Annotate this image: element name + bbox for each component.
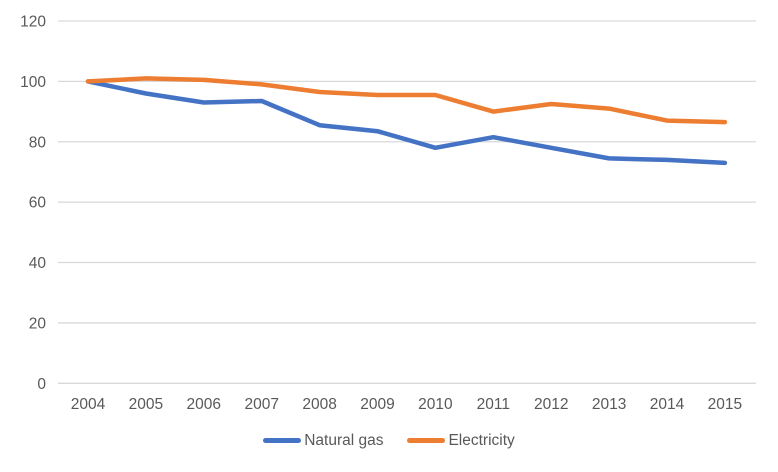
y-axis-tick-label: 40: [29, 255, 47, 272]
y-axis-tick-label: 0: [37, 376, 46, 393]
y-axis-tick-label: 60: [29, 195, 47, 212]
x-axis-tick-label: 2008: [302, 396, 336, 413]
x-axis-tick-label: 2014: [650, 396, 685, 413]
y-axis-tick-label: 80: [29, 134, 47, 151]
legend-label-electricity: Electricity: [448, 432, 515, 449]
legend-label-natural-gas: Natural gas: [304, 432, 384, 449]
x-axis-tick-label: 2004: [71, 396, 106, 413]
plot-area: 0 20 40 60 80 100 120 2004 2005 2006 2007 2008 2009 2…: [20, 14, 756, 413]
x-axis-tick-label: 2015: [708, 396, 742, 413]
x-axis-tick-label: 2007: [244, 396, 278, 413]
x-axis-tick-label: 2006: [187, 396, 221, 413]
y-axis-tick-label: 120: [20, 14, 46, 31]
chart-legend: Natural gas Electricity: [0, 433, 778, 449]
electricity-line: [85, 76, 728, 125]
natural-gas-line-swatch: [263, 438, 302, 444]
y-axis-tick-label: 20: [29, 315, 47, 332]
x-axis-tick-label: 2012: [534, 396, 568, 413]
y-axis-tick-label: 100: [20, 74, 46, 91]
legend-item-electricity: Electricity: [407, 432, 515, 449]
x-axis-tick-label: 2011: [477, 396, 510, 413]
x-axis-tick-label: 2005: [129, 396, 163, 413]
electricity-line-swatch: [407, 438, 446, 444]
legend-item-natural-gas: Natural gas: [263, 433, 383, 449]
x-axis-tick-label: 2013: [592, 396, 626, 413]
natural-gas-line: [85, 79, 728, 166]
x-axis-tick-label: 2009: [360, 396, 394, 413]
x-axis-tick-label: 2010: [418, 396, 453, 413]
